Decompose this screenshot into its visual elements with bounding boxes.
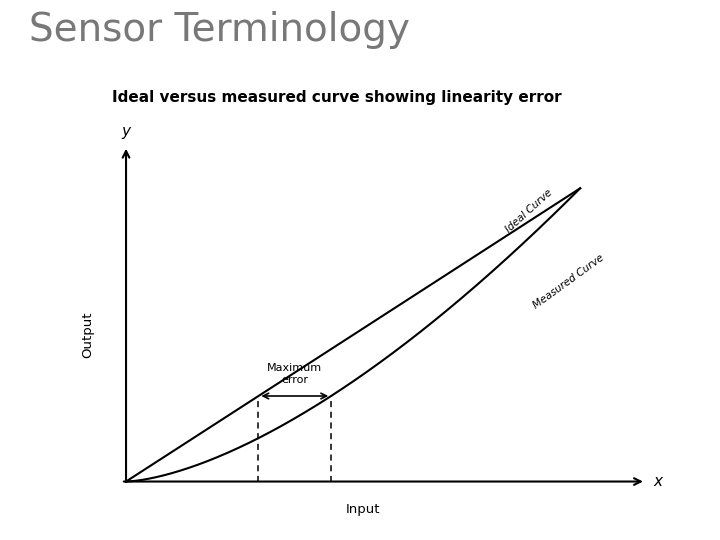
Text: Input: Input xyxy=(346,503,380,516)
Text: Sensor Terminology: Sensor Terminology xyxy=(29,10,410,49)
Text: Output: Output xyxy=(81,312,95,358)
Text: x: x xyxy=(653,474,662,489)
Text: y: y xyxy=(122,124,130,139)
Text: Ideal versus measured curve showing linearity error: Ideal versus measured curve showing line… xyxy=(112,90,561,105)
Text: Ideal Curve: Ideal Curve xyxy=(503,187,554,234)
Text: Maximum
error: Maximum error xyxy=(267,363,323,384)
Text: Measured Curve: Measured Curve xyxy=(532,253,606,310)
